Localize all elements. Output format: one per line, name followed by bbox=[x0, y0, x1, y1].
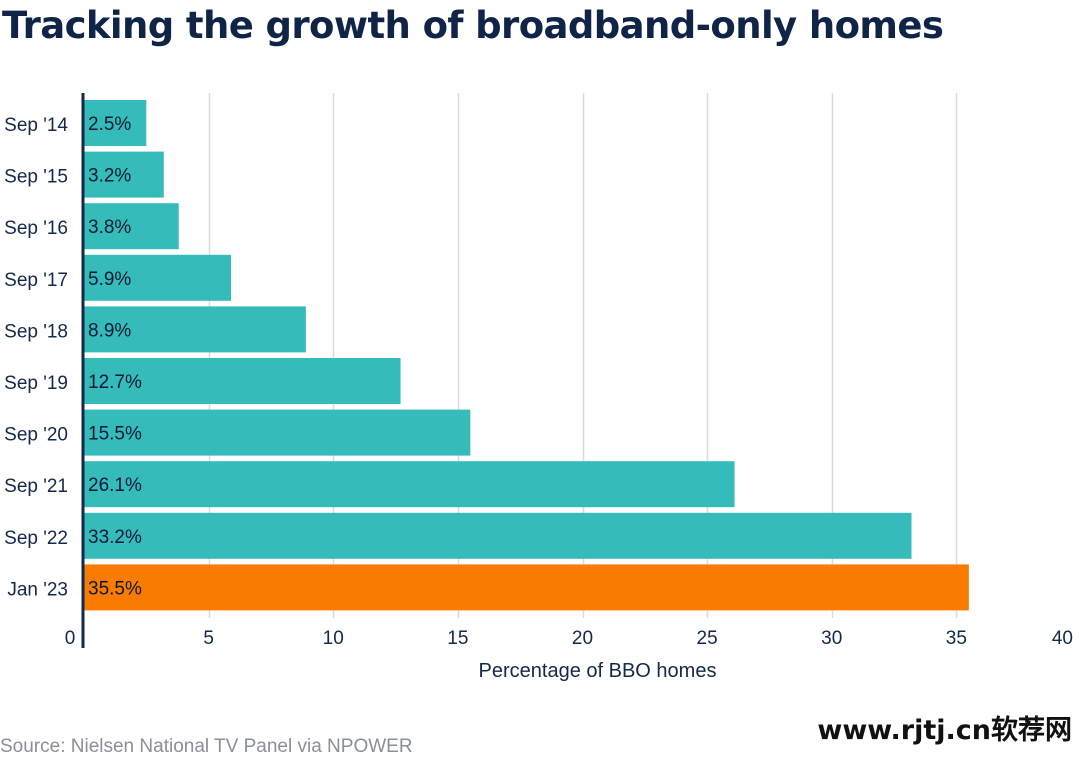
bar bbox=[84, 564, 969, 611]
category-label: Sep '16 bbox=[4, 218, 68, 239]
bar bbox=[84, 358, 401, 404]
bar-value-label: 15.5% bbox=[88, 424, 142, 445]
x-tick-label: 20 bbox=[572, 628, 593, 649]
x-tick-label: 15 bbox=[447, 628, 468, 649]
category-label: Sep '15 bbox=[4, 167, 68, 188]
bar-value-label: 33.2% bbox=[88, 527, 142, 548]
x-axis-title: Percentage of BBO homes bbox=[479, 660, 717, 682]
x-tick-label: 40 bbox=[1052, 628, 1073, 649]
watermark: www.rjtj.cn软荐网 bbox=[817, 715, 1072, 746]
category-label: Sep '19 bbox=[4, 373, 68, 394]
bar bbox=[84, 254, 232, 301]
bar-value-label: 8.9% bbox=[88, 320, 131, 341]
bars bbox=[84, 100, 969, 611]
source-note: Source: Nielsen National TV Panel via NP… bbox=[0, 736, 413, 757]
bar bbox=[84, 306, 306, 353]
category-labels: Sep '14 Sep '15 Sep '16 Sep '17 Sep '18 Sep '… bbox=[4, 115, 68, 600]
bar-value-label: 2.5% bbox=[88, 114, 131, 135]
category-label: Sep '14 bbox=[4, 115, 68, 136]
x-tick-label: 0 bbox=[65, 628, 76, 649]
bar bbox=[84, 409, 471, 456]
bar bbox=[84, 512, 912, 559]
bar bbox=[84, 151, 164, 198]
bar-value-label: 3.8% bbox=[88, 217, 131, 238]
x-tick-label: 30 bbox=[821, 628, 842, 649]
category-label: Sep '18 bbox=[4, 321, 68, 342]
bar-value-label: 3.2% bbox=[88, 166, 131, 187]
category-label: Sep '20 bbox=[4, 425, 68, 446]
chart-title: Tracking the growth of broadband-only ho… bbox=[2, 4, 944, 47]
x-tick-label: 35 bbox=[946, 628, 967, 649]
bar-value-label: 35.5% bbox=[88, 578, 142, 599]
bar-value-label: 26.1% bbox=[88, 475, 142, 496]
bar-value-label: 5.9% bbox=[88, 269, 131, 290]
bar bbox=[84, 100, 147, 146]
x-tick-label: 10 bbox=[323, 628, 344, 649]
x-tick-label: 25 bbox=[697, 628, 718, 649]
bar bbox=[84, 461, 735, 508]
data-labels: 2.5% 3.2% 3.8% 5.9% 8.9% 12.7% 15.5% 26.1% 33.2%… bbox=[88, 114, 142, 599]
category-label: Jan '23 bbox=[7, 579, 68, 600]
bar-value-label: 12.7% bbox=[88, 372, 142, 393]
category-label: Sep '22 bbox=[4, 528, 68, 549]
category-label: Sep '17 bbox=[4, 270, 68, 291]
x-tick-labels: 0 5 10 15 20 25 30 35 40 bbox=[65, 628, 1073, 649]
bar-chart: 2.5% 3.2% 3.8% 5.9% 8.9% 12.7% 15.5% 26.1% 33.2%… bbox=[4, 93, 1073, 682]
category-label: Sep '21 bbox=[4, 476, 68, 497]
x-tick-label: 5 bbox=[203, 628, 214, 649]
bar bbox=[84, 203, 179, 250]
